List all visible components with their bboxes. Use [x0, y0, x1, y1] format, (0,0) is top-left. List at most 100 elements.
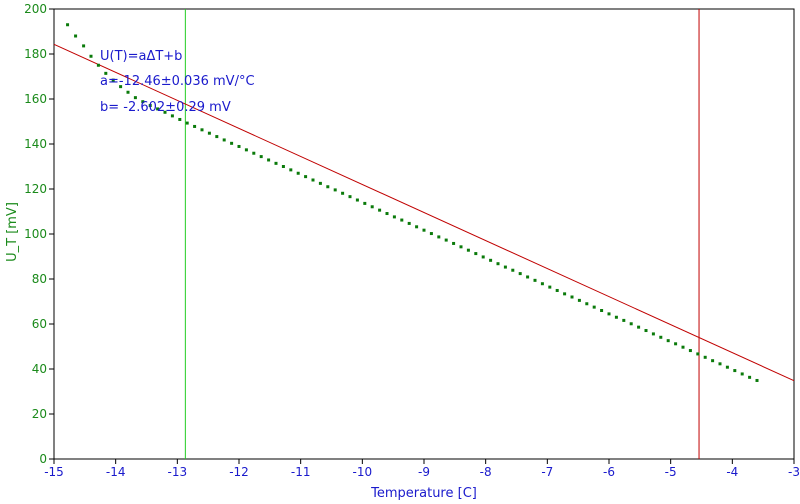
y-tick-label: 40	[32, 362, 47, 376]
data-point	[363, 201, 367, 205]
fit-line	[53, 43, 795, 382]
y-tick-label: 120	[24, 182, 47, 196]
data-point	[674, 342, 678, 346]
data-point	[170, 114, 174, 118]
data-point	[148, 104, 152, 108]
y-tick-label: 160	[24, 92, 47, 106]
data-point	[304, 175, 308, 179]
data-point	[415, 225, 419, 229]
data-point	[585, 302, 589, 306]
data-point	[696, 352, 700, 356]
data-point	[607, 312, 611, 316]
data-point	[66, 23, 70, 27]
x-tick-label: -7	[541, 465, 553, 479]
data-point	[104, 71, 108, 75]
data-point	[311, 178, 315, 182]
data-point	[644, 329, 648, 333]
data-point	[407, 221, 411, 225]
x-tick-label: -8	[480, 465, 492, 479]
data-point	[555, 288, 559, 292]
cursor-layer	[184, 9, 700, 459]
data-point	[392, 215, 396, 219]
data-point	[422, 228, 426, 232]
x-tick-label: -11	[291, 465, 311, 479]
data-point	[651, 332, 655, 336]
data-point	[281, 165, 285, 168]
data-point	[133, 96, 137, 100]
data-point	[89, 54, 93, 58]
data-point	[503, 265, 507, 269]
y-tick-label: 140	[24, 137, 47, 151]
data-point	[526, 275, 530, 279]
data-point	[563, 292, 567, 296]
data-point	[119, 85, 123, 89]
data-point	[289, 168, 293, 172]
data-point	[452, 241, 456, 245]
data-point	[637, 325, 641, 329]
fit-layer	[53, 43, 795, 382]
data-point	[629, 322, 633, 326]
data-point	[725, 365, 729, 369]
data-point	[400, 218, 404, 222]
data-point	[622, 318, 626, 322]
data-point	[548, 285, 552, 289]
x-tick-label: -5	[665, 465, 677, 479]
y-tick-label: 20	[32, 407, 47, 421]
data-point	[511, 268, 515, 272]
data-point	[222, 138, 226, 142]
data-point	[681, 345, 685, 349]
fit-equation-label: U(T)=aΔT+b	[100, 49, 182, 64]
data-point	[355, 198, 359, 202]
data-point	[111, 78, 115, 82]
x-tick-label: -3	[788, 465, 800, 479]
data-point	[481, 255, 485, 259]
data-point	[215, 135, 219, 139]
data-point	[318, 181, 322, 185]
data-point	[252, 151, 256, 155]
data-point	[185, 121, 189, 125]
data-point	[614, 315, 618, 319]
y-tick-label: 100	[24, 227, 47, 241]
x-tick-label: -10	[353, 465, 373, 479]
data-point	[259, 155, 263, 159]
data-point	[163, 110, 167, 114]
data-point	[533, 278, 537, 282]
data-point	[141, 100, 145, 104]
data-point	[244, 148, 248, 152]
data-point	[688, 349, 692, 353]
y-tick-label: 60	[32, 317, 47, 331]
data-point	[207, 131, 211, 135]
data-point	[370, 205, 374, 209]
data-point	[496, 262, 500, 266]
data-point	[341, 191, 345, 195]
data-point	[296, 171, 300, 175]
data-point	[733, 369, 737, 373]
data-point	[193, 124, 197, 128]
data-point	[489, 258, 493, 262]
data-point	[74, 34, 78, 38]
data-point	[333, 188, 337, 192]
y-tick-label: 0	[39, 452, 47, 466]
data-point	[666, 339, 670, 343]
fit-slope-label: a=-12.46±0.036 mV/°C	[100, 74, 255, 89]
x-tick-label: -14	[106, 465, 126, 479]
data-point	[703, 355, 707, 359]
y-tick-label: 200	[24, 2, 47, 16]
data-point	[82, 44, 86, 48]
data-point	[748, 375, 752, 379]
x-tick-label: -15	[44, 465, 64, 479]
data-point	[326, 185, 330, 189]
x-axis-title: Temperature [C]	[370, 486, 477, 501]
x-tick-label: -13	[168, 465, 188, 479]
data-point	[755, 378, 759, 382]
data-point	[718, 362, 722, 366]
y-tick-label: 180	[24, 47, 47, 61]
data-point	[348, 195, 352, 199]
data-point	[711, 359, 715, 363]
data-point	[437, 235, 441, 239]
x-tick-label: -6	[603, 465, 615, 479]
plot-area	[53, 8, 795, 460]
x-tick-label: -12	[229, 465, 249, 479]
data-point	[570, 295, 574, 299]
